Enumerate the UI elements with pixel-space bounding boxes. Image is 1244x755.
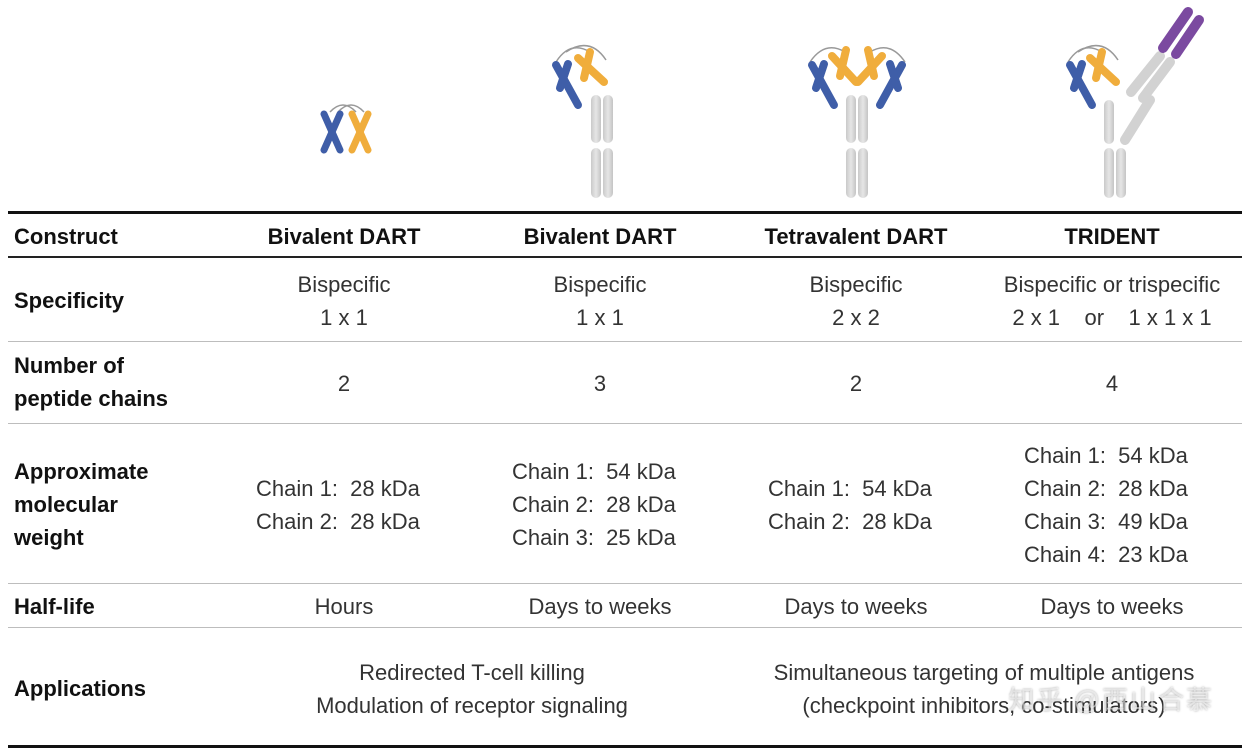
specificity-col2-line2: 1 x 1	[576, 305, 624, 330]
applications-left: Redirected T-cell killing Modulation of …	[214, 656, 730, 722]
weight-label-line2: molecular	[14, 492, 118, 517]
weight-col3: Chain 1: 54 kDa Chain 2: 28 kDa	[768, 472, 968, 538]
trident-molecule	[1066, 7, 1204, 198]
row-label-weight: Approximate molecular weight	[14, 455, 148, 554]
row-label-applications: Applications	[14, 676, 147, 701]
rule-after-chains	[8, 423, 1242, 424]
header-col4: TRIDENT	[1064, 224, 1160, 249]
halflife-col2: Days to weeks	[528, 594, 672, 619]
chains-col1: 2	[337, 371, 351, 396]
rule-after-halflife	[8, 627, 1242, 628]
construct-illustrations	[0, 0, 1244, 210]
applications-right: Simultaneous targeting of multiple antig…	[726, 656, 1242, 722]
weight-col4: Chain 1: 54 kDa Chain 2: 28 kDa Chain 3:…	[1024, 439, 1224, 571]
halflife-col4: Days to weeks	[1040, 594, 1184, 619]
specificity-col4: Bispecific or trispecific 2 x 1 or 1 x 1…	[982, 268, 1242, 334]
chains-label-line2: peptide chains	[14, 386, 169, 411]
applications-right-line2: (checkpoint inhibitors, co-stimulators)	[802, 693, 1166, 718]
chains-col2: 3	[593, 371, 607, 396]
weight-col2-line3: Chain 3: 25 kDa	[512, 525, 676, 550]
bivalent-dart-small-molecule	[320, 104, 372, 154]
specificity-col2-line1: Bispecific	[553, 272, 647, 297]
tetravalent-dart-molecule	[808, 46, 906, 198]
row-label-specificity: Specificity	[14, 288, 125, 313]
specificity-col4-line1: Bispecific or trispecific	[1003, 272, 1221, 297]
weight-col4-line2: Chain 2: 28 kDa	[1024, 476, 1188, 501]
header-rule	[8, 256, 1242, 258]
table-bottom-rule	[8, 745, 1242, 748]
rule-after-specificity	[8, 341, 1242, 342]
weight-col4-line3: Chain 3: 49 kDa	[1024, 509, 1188, 534]
weight-col2-line2: Chain 2: 28 kDa	[512, 492, 676, 517]
bivalent-dart-fc-molecule	[552, 44, 613, 198]
weight-col1-line1: Chain 1: 28 kDa	[256, 476, 420, 501]
weight-col4-line1: Chain 1: 54 kDa	[1024, 443, 1188, 468]
chains-label-line1: Number of	[14, 353, 124, 378]
rule-after-weight	[8, 583, 1242, 584]
halflife-col3: Days to weeks	[784, 594, 928, 619]
table-top-rule	[8, 211, 1242, 214]
halflife-col1: Hours	[314, 594, 374, 619]
chains-col4: 4	[1105, 371, 1119, 396]
weight-col1: Chain 1: 28 kDa Chain 2: 28 kDa	[256, 472, 456, 538]
header-col2: Bivalent DART	[523, 224, 677, 249]
weight-col3-line2: Chain 2: 28 kDa	[768, 509, 932, 534]
weight-label-line3: weight	[14, 525, 84, 550]
chains-col3: 2	[849, 371, 863, 396]
weight-col2-line1: Chain 1: 54 kDa	[512, 459, 676, 484]
specificity-col3-line1: Bispecific	[809, 272, 903, 297]
applications-right-line1: Simultaneous targeting of multiple antig…	[773, 660, 1195, 685]
applications-left-line2: Modulation of receptor signaling	[316, 693, 628, 718]
weight-col4-line4: Chain 4: 23 kDa	[1024, 542, 1188, 567]
applications-left-line1: Redirected T-cell killing	[359, 660, 585, 685]
watermark: 知乎 @西山合慕	[1008, 685, 1214, 715]
header-col1: Bivalent DART	[267, 224, 421, 249]
specificity-col3: Bispecific 2 x 2	[726, 268, 986, 334]
specificity-col4-line2: 2 x 1 or 1 x 1 x 1	[1012, 305, 1212, 330]
row-label-chains: Number of peptide chains	[14, 349, 168, 415]
weight-col1-line2: Chain 2: 28 kDa	[256, 509, 420, 534]
specificity-col1: Bispecific 1 x 1	[214, 268, 474, 334]
specificity-col2: Bispecific 1 x 1	[470, 268, 730, 334]
weight-col3-line1: Chain 1: 54 kDa	[768, 476, 932, 501]
specificity-col1-line1: Bispecific	[297, 272, 391, 297]
header-col3: Tetravalent DART	[764, 224, 948, 249]
specificity-col1-line2: 1 x 1	[320, 305, 368, 330]
weight-label-line1: Approximate	[14, 459, 149, 484]
row-label-halflife: Half-life	[14, 594, 95, 619]
weight-col2: Chain 1: 54 kDa Chain 2: 28 kDa Chain 3:…	[512, 455, 712, 554]
molecule-diagrams	[320, 7, 1204, 198]
header-construct: Construct	[14, 224, 118, 249]
specificity-col3-line2: 2 x 2	[832, 305, 880, 330]
